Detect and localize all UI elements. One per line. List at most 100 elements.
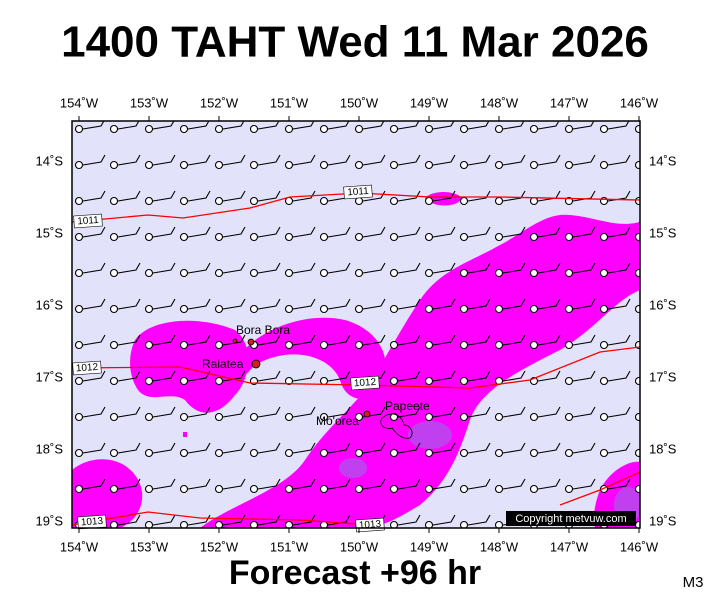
barb <box>397 370 421 382</box>
barb <box>187 514 211 526</box>
station <box>144 268 154 278</box>
station <box>249 196 259 206</box>
station <box>179 124 189 134</box>
x-label-top: 152˚W <box>200 95 239 110</box>
station <box>179 412 189 422</box>
barb <box>152 190 176 202</box>
station <box>564 376 574 386</box>
barb <box>467 442 491 454</box>
barb <box>537 154 561 166</box>
barb <box>607 298 631 310</box>
station <box>634 196 640 206</box>
station <box>424 412 434 422</box>
barb <box>327 334 351 346</box>
barb <box>607 262 631 274</box>
station <box>599 376 609 386</box>
station <box>459 412 469 422</box>
barb <box>292 154 316 166</box>
barb <box>152 154 176 166</box>
barb <box>292 334 316 346</box>
barb <box>397 406 421 418</box>
x-label-bottom: 150˚W <box>340 539 379 554</box>
station <box>319 484 329 494</box>
station <box>109 448 119 458</box>
station <box>319 412 329 422</box>
station <box>634 412 640 422</box>
barb <box>397 298 421 310</box>
station <box>214 232 224 242</box>
barb <box>432 370 456 382</box>
barb <box>502 298 526 310</box>
station <box>424 160 434 170</box>
station <box>494 232 504 242</box>
station <box>564 340 574 350</box>
barb <box>502 478 526 490</box>
barb <box>502 406 526 418</box>
station <box>179 448 189 458</box>
x-label-bottom: 146˚W <box>620 539 659 554</box>
isobar-label-box <box>343 184 373 200</box>
station <box>214 484 224 494</box>
barb <box>222 334 246 346</box>
barb <box>257 190 281 202</box>
station <box>389 268 399 278</box>
station <box>494 124 504 134</box>
y-label-right: 15˚S <box>649 225 677 240</box>
station <box>494 196 504 206</box>
station <box>214 412 224 422</box>
station <box>284 124 294 134</box>
station <box>249 448 259 458</box>
y-label-left: 18˚S <box>36 441 64 456</box>
barb <box>117 154 141 166</box>
station <box>424 520 434 528</box>
station <box>564 160 574 170</box>
barb <box>222 226 246 238</box>
station <box>319 304 329 314</box>
barb <box>257 514 281 526</box>
station <box>529 124 539 134</box>
barb <box>292 226 316 238</box>
copyright-box <box>506 511 636 526</box>
station <box>459 304 469 314</box>
place-label: Mo'orea <box>316 414 359 428</box>
barb <box>292 298 316 310</box>
station <box>389 340 399 350</box>
barb <box>432 226 456 238</box>
station <box>354 124 364 134</box>
barb <box>327 514 351 526</box>
station <box>319 376 329 386</box>
barb <box>362 478 386 490</box>
barb <box>397 226 421 238</box>
barb <box>397 334 421 346</box>
station <box>599 268 609 278</box>
station <box>109 196 119 206</box>
rain-core <box>408 421 452 449</box>
places: Bora Bora Raiatea Mo'orea Papeete <box>202 323 430 428</box>
barb <box>362 334 386 346</box>
station <box>109 520 119 528</box>
barb <box>152 442 176 454</box>
barb <box>187 190 211 202</box>
y-label-right: 18˚S <box>649 441 677 456</box>
barb <box>222 478 246 490</box>
station <box>599 232 609 242</box>
station <box>214 340 224 350</box>
station <box>494 484 504 494</box>
station <box>389 484 399 494</box>
station <box>459 196 469 206</box>
barb <box>397 190 421 202</box>
station <box>214 520 224 528</box>
barb <box>572 154 596 166</box>
barb <box>152 226 176 238</box>
barb <box>82 334 106 346</box>
title: 1400 TAHT Wed 11 Mar 2026 <box>61 18 649 67</box>
barb <box>502 334 526 346</box>
x-label-bottom: 151˚W <box>270 539 309 554</box>
barb <box>117 298 141 310</box>
station <box>144 340 154 350</box>
barb <box>432 478 456 490</box>
barb <box>187 478 211 490</box>
x-label-top: 146˚W <box>620 95 659 110</box>
station <box>144 124 154 134</box>
station <box>319 448 329 458</box>
